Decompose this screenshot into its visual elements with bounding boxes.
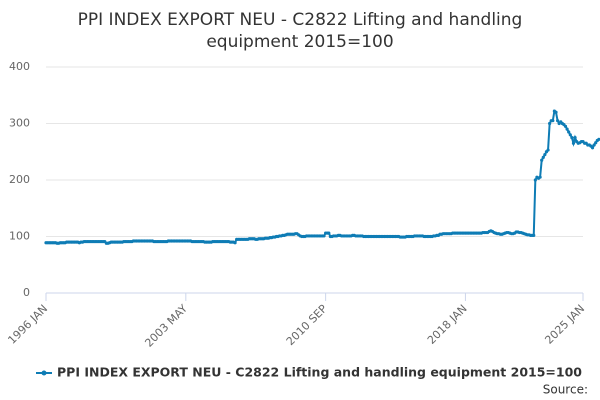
- source: Source:: [543, 383, 588, 397]
- point: [233, 241, 237, 245]
- series-line: [46, 109, 600, 245]
- point: [594, 141, 598, 145]
- point: [327, 231, 331, 235]
- point: [554, 110, 558, 114]
- point: [533, 178, 537, 182]
- y-tick-label: 300: [9, 117, 30, 130]
- point: [543, 152, 547, 157]
- point: [563, 124, 568, 128]
- y-tick-label: 200: [9, 173, 30, 186]
- point: [532, 233, 536, 237]
- point: [548, 121, 552, 126]
- x-tick-label: 1996 JAN: [5, 302, 50, 347]
- x-tick-label: 2018 JAN: [425, 302, 470, 347]
- point: [538, 175, 542, 179]
- point: [597, 137, 600, 141]
- point: [565, 127, 569, 131]
- y-tick-label: 0: [23, 286, 30, 299]
- x-tick-label: 2025 JAN: [542, 302, 587, 347]
- point: [551, 119, 555, 123]
- point: [322, 234, 326, 238]
- legend-label: PPI INDEX EXPORT NEU - C2822 Lifting and…: [57, 365, 582, 380]
- chart-title: PPI INDEX EXPORT NEU - C2822 Lifting and…: [78, 10, 523, 30]
- point: [540, 158, 544, 162]
- y-tick-label: 400: [9, 60, 30, 73]
- point: [590, 146, 595, 150]
- chart-title: equipment 2015=100: [206, 32, 393, 52]
- point: [571, 141, 576, 145]
- x-tick-label: 2010 SEP: [284, 302, 330, 348]
- x-tick-label: 2003 MAY: [142, 302, 190, 350]
- point: [570, 136, 574, 140]
- point: [555, 119, 560, 123]
- y-tick-label: 100: [9, 230, 30, 243]
- point: [573, 136, 577, 140]
- legend-marker: [41, 370, 47, 376]
- point: [568, 133, 572, 137]
- point: [546, 148, 550, 152]
- point: [567, 130, 571, 134]
- point: [592, 143, 596, 147]
- point: [541, 155, 545, 159]
